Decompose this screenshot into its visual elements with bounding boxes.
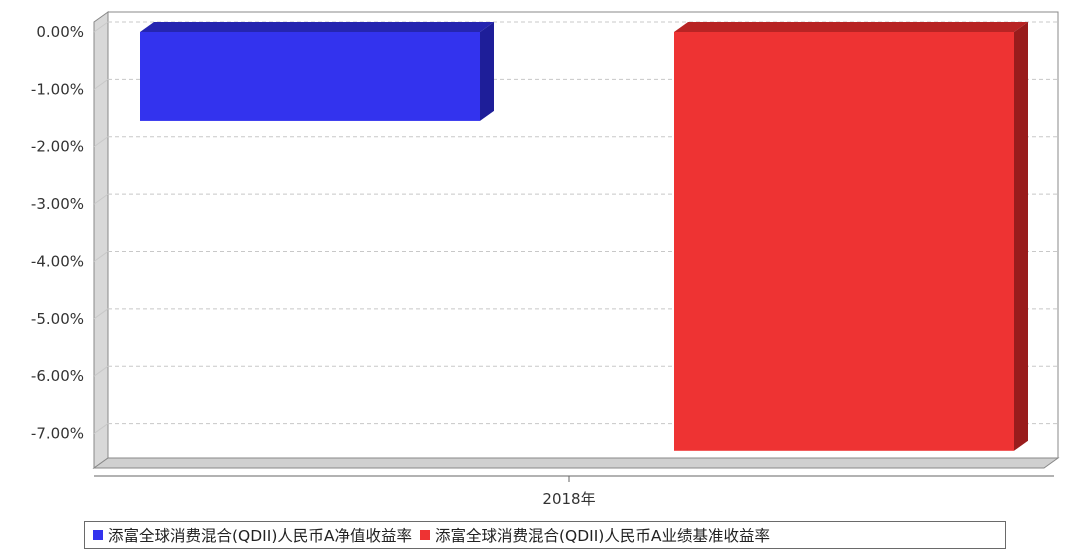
gridline-side bbox=[93, 78, 109, 90]
legend-swatch-nav-return bbox=[93, 530, 103, 540]
bar-nav-return bbox=[140, 32, 480, 121]
gridline-side bbox=[93, 308, 109, 320]
bar-benchmark-return bbox=[674, 32, 1014, 451]
legend-swatch-benchmark-return bbox=[419, 530, 430, 540]
legend: 添富全球消费混合(QDII)人民币A净值收益率 添富全球消费混合(QDII)人民… bbox=[84, 521, 1006, 549]
bar-chart: 0.00% -1.00% -2.00% -3.00% -4.00% -5.00% -6.00… bbox=[31, 11, 1060, 508]
legend-item-benchmark-return: 添富全球消费混合(QDII)人民币A业绩基准收益率 bbox=[419, 524, 770, 546]
y-tick-label: -6.00% bbox=[31, 367, 84, 385]
y-tick-label: -1.00% bbox=[31, 80, 84, 98]
legend-label-benchmark-return: 添富全球消费混合(QDII)人民币A业绩基准收益率 bbox=[434, 527, 770, 545]
y-tick-label: -7.00% bbox=[31, 425, 84, 443]
bar-side-benchmark-return bbox=[1014, 22, 1028, 451]
y-tick-label: -2.00% bbox=[31, 138, 84, 156]
gridline-side bbox=[93, 193, 109, 205]
x-tick-label: 2018年 bbox=[542, 490, 595, 508]
y-tick-label: -3.00% bbox=[31, 195, 84, 213]
gridline-side bbox=[93, 21, 109, 33]
bar-side-nav-return bbox=[480, 22, 494, 121]
gridline-side bbox=[93, 365, 109, 377]
y-tick-label: -4.00% bbox=[31, 252, 84, 270]
legend-item-nav-return: 添富全球消费混合(QDII)人民币A净值收益率 bbox=[93, 524, 412, 546]
bar-top-benchmark-return bbox=[674, 22, 1028, 32]
legend-label-nav-return: 添富全球消费混合(QDII)人民币A净值收益率 bbox=[108, 527, 412, 545]
y-tick-label: 0.00% bbox=[36, 23, 84, 41]
gridline-side bbox=[93, 423, 109, 434]
y-tick-label: -5.00% bbox=[31, 310, 84, 328]
gridline-side bbox=[93, 136, 109, 148]
bar-top-nav-return bbox=[140, 22, 494, 32]
gridline-side bbox=[93, 251, 109, 262]
floor bbox=[92, 457, 1060, 469]
